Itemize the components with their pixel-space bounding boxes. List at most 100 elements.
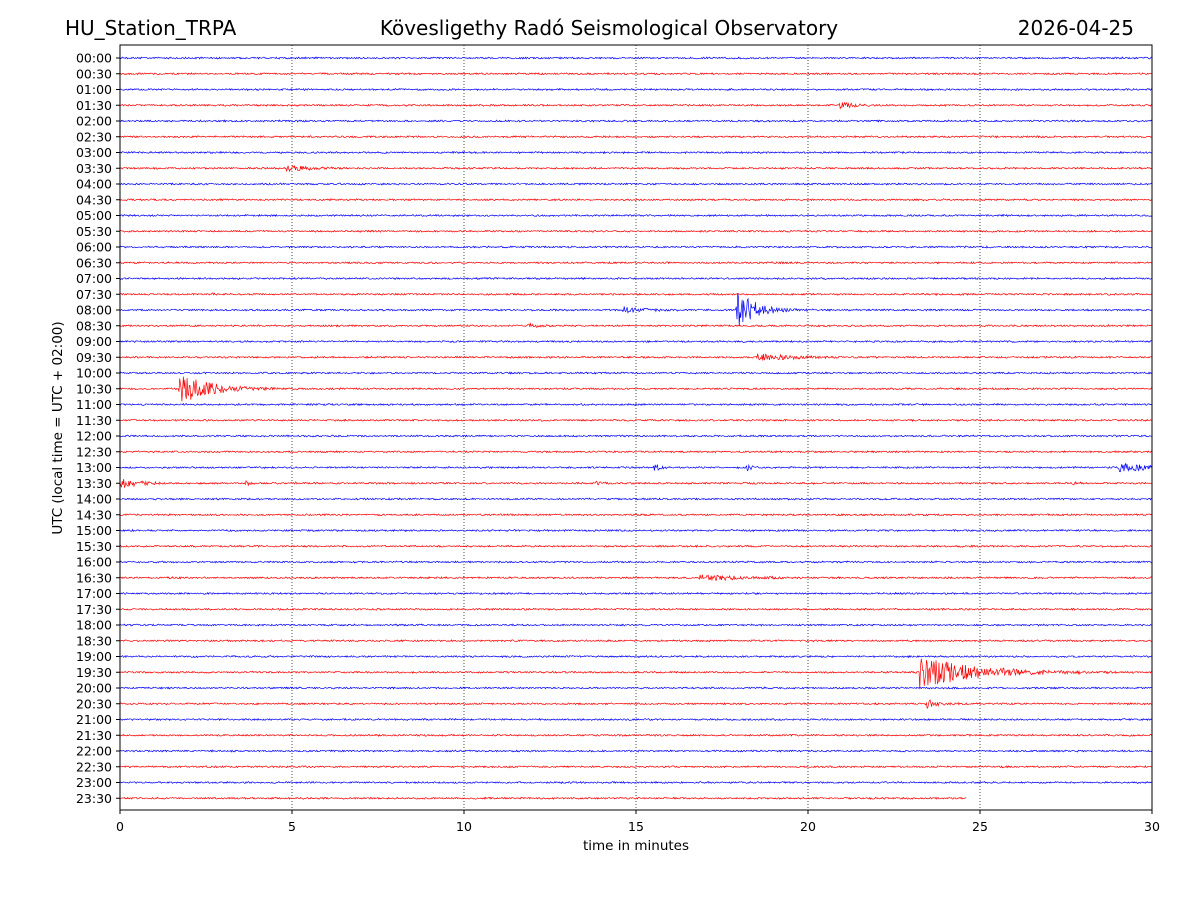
x-tick-label: 0	[116, 819, 124, 834]
plot-frame	[119, 44, 1153, 811]
trace-17-00	[119, 591, 1153, 596]
trace-15-30	[119, 544, 1153, 549]
trace-08-30	[119, 322, 1152, 328]
x-tick-label: 5	[288, 819, 296, 834]
y-tick-label: 15:00	[76, 523, 112, 538]
y-tick-label: 04:00	[76, 177, 112, 192]
trace-02-00	[119, 119, 1153, 123]
y-tick-label: 23:30	[76, 791, 112, 806]
y-tick-label: 10:30	[76, 381, 112, 396]
trace-09-30	[119, 353, 1153, 361]
y-tick-label: 08:30	[76, 318, 112, 333]
trace-22-30	[119, 765, 1153, 769]
y-tick-label: 09:30	[76, 350, 112, 365]
x-tick-label: 30	[1144, 819, 1160, 834]
y-tick-label: 17:00	[76, 586, 112, 601]
x-tick-label: 10	[456, 819, 472, 834]
trace-15-00	[119, 528, 1153, 533]
y-tick-label: 02:00	[76, 114, 112, 129]
y-tick-label: 18:30	[76, 633, 112, 648]
y-tick-label: 01:00	[76, 82, 112, 97]
y-tick-label: 15:30	[76, 539, 112, 554]
trace-13-00	[119, 462, 1153, 473]
trace-09-00	[119, 339, 1153, 344]
trace-23-00	[119, 780, 1153, 785]
y-tick-label: 06:00	[76, 240, 112, 255]
trace-23-30	[119, 796, 967, 800]
y-tick-label: 21:00	[76, 712, 112, 727]
y-tick-label: 17:30	[76, 602, 112, 617]
trace-02-30	[119, 135, 1153, 139]
trace-01-00	[119, 87, 1153, 92]
y-tick-label: 00:00	[76, 51, 112, 66]
seismic-traces	[119, 56, 1153, 800]
trace-11-00	[119, 402, 1153, 407]
trace-00-30	[119, 72, 1153, 76]
trace-21-30	[119, 733, 1153, 738]
trace-03-00	[119, 150, 1153, 155]
y-tick-label: 11:30	[76, 413, 112, 428]
y-tick-label: 22:00	[76, 744, 112, 759]
y-tick-label: 18:00	[76, 618, 112, 633]
y-tick-label: 23:00	[76, 775, 112, 790]
y-tick-label: 04:30	[76, 192, 112, 207]
trace-10-30	[119, 376, 1153, 402]
y-tick-label: 22:30	[76, 759, 112, 774]
chart-title-observatory: Kövesligethy Radó Seismological Observat…	[380, 16, 838, 40]
y-tick-label: 03:00	[76, 145, 112, 160]
trace-17-30	[119, 607, 1153, 611]
y-tick-label: 16:00	[76, 555, 112, 570]
trace-10-00	[119, 371, 1153, 375]
trace-20-30	[119, 699, 1153, 710]
chart-title-date: 2026-04-25	[1018, 16, 1134, 40]
x-tick-label: 25	[972, 819, 988, 834]
y-tick-label: 20:30	[76, 696, 112, 711]
trace-07-00	[119, 276, 1153, 281]
trace-16-00	[119, 560, 1153, 564]
x-tick-label: 20	[800, 819, 816, 834]
trace-03-30	[119, 164, 1153, 173]
chart-title-station: HU_Station_TRPA	[65, 16, 237, 40]
y-tick-label: 10:00	[76, 366, 112, 381]
trace-12-30	[119, 450, 1153, 454]
y-tick-label: 14:00	[76, 492, 112, 507]
y-tick-label: 03:30	[76, 161, 112, 176]
y-tick-label: 16:30	[76, 570, 112, 585]
trace-04-30	[119, 198, 1153, 202]
trace-06-00	[119, 245, 1153, 249]
trace-00-00	[119, 56, 1153, 60]
y-tick-label: 19:00	[76, 649, 112, 664]
x-axis-ticks: 0 5 10 15 20 25 30	[116, 810, 1160, 834]
trace-20-00	[119, 686, 1153, 690]
trace-12-00	[119, 434, 1153, 438]
trace-11-30	[119, 418, 1153, 423]
trace-05-30	[119, 229, 1153, 233]
y-tick-label: 09:00	[76, 334, 112, 349]
y-axis-ticks: 00:0000:3001:0001:3002:0002:3003:0003:30…	[76, 51, 120, 806]
y-tick-label: 07:00	[76, 271, 112, 286]
trace-18-00	[119, 623, 1153, 627]
y-tick-label: 12:30	[76, 444, 112, 459]
y-tick-label: 08:00	[76, 303, 112, 318]
trace-21-00	[119, 717, 1153, 722]
y-axis-label: UTC (local time = UTC + 02:00)	[50, 321, 66, 534]
trace-07-30	[119, 292, 1153, 296]
y-tick-label: 05:00	[76, 208, 112, 223]
y-tick-label: 11:00	[76, 397, 112, 412]
trace-18-30	[119, 639, 1153, 643]
y-tick-label: 13:00	[76, 460, 112, 475]
y-tick-label: 07:30	[76, 287, 112, 302]
y-tick-label: 12:00	[76, 429, 112, 444]
trace-22-00	[119, 749, 1153, 753]
trace-06-30	[119, 261, 1153, 265]
trace-19-00	[119, 654, 1153, 659]
trace-04-00	[119, 182, 1153, 186]
trace-08-00	[119, 293, 1153, 326]
trace-16-30	[119, 574, 1153, 582]
y-tick-label: 13:30	[76, 476, 112, 491]
y-tick-label: 02:30	[76, 129, 112, 144]
y-tick-label: 14:30	[76, 507, 112, 522]
y-tick-label: 01:30	[76, 98, 112, 113]
trace-14-30	[119, 513, 1153, 517]
trace-13-30	[119, 479, 1153, 489]
